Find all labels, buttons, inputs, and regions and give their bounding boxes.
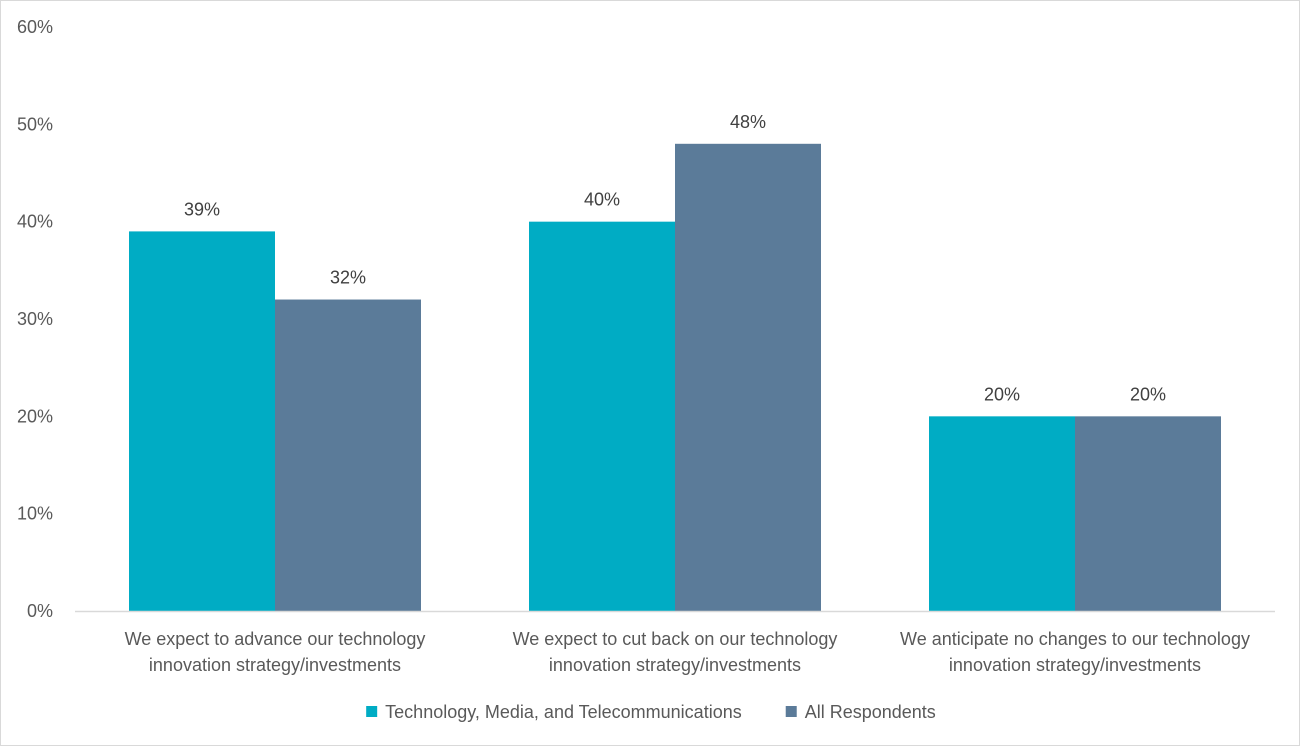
bar-all-respondents [1075,416,1221,611]
y-tick-label: 50% [17,114,53,134]
bar-tmt [529,221,675,611]
legend-label: Technology, Media, and Telecommunication… [385,702,742,722]
bar-all-respondents [275,299,421,611]
legend-label: All Respondents [805,702,936,722]
data-labels: 39% 32% 40% 48% 20% 20% [184,112,1166,405]
bar-tmt [929,416,1075,611]
x-axis: We expect to advance our technology innov… [75,610,1275,675]
legend: Technology, Media, and Telecommunication… [366,702,936,722]
y-tick-label: 40% [17,212,53,232]
y-tick-label: 30% [17,309,53,329]
y-tick-label: 0% [27,601,53,621]
y-tick-label: 10% [17,504,53,524]
y-axis: 0% 10% 20% 30% 40% 50% 60% [17,17,53,621]
legend-swatch [366,706,378,717]
bar-all-respondents [675,143,821,612]
category-label: We expect to advance our technology innov… [125,629,426,675]
y-tick-label: 60% [17,17,53,37]
data-label: 32% [330,268,366,288]
data-label: 20% [1130,384,1166,404]
bars [129,143,1221,612]
data-label: 48% [730,112,766,132]
data-label: 39% [184,199,220,219]
data-label: 40% [584,190,620,210]
category-label: We anticipate no changes to our technolo… [900,629,1250,675]
data-label: 20% [984,384,1020,404]
category-label: We expect to cut back on our technology i… [513,629,838,675]
y-tick-label: 20% [17,406,53,426]
legend-swatch [785,706,797,717]
bar-tmt [129,231,275,611]
